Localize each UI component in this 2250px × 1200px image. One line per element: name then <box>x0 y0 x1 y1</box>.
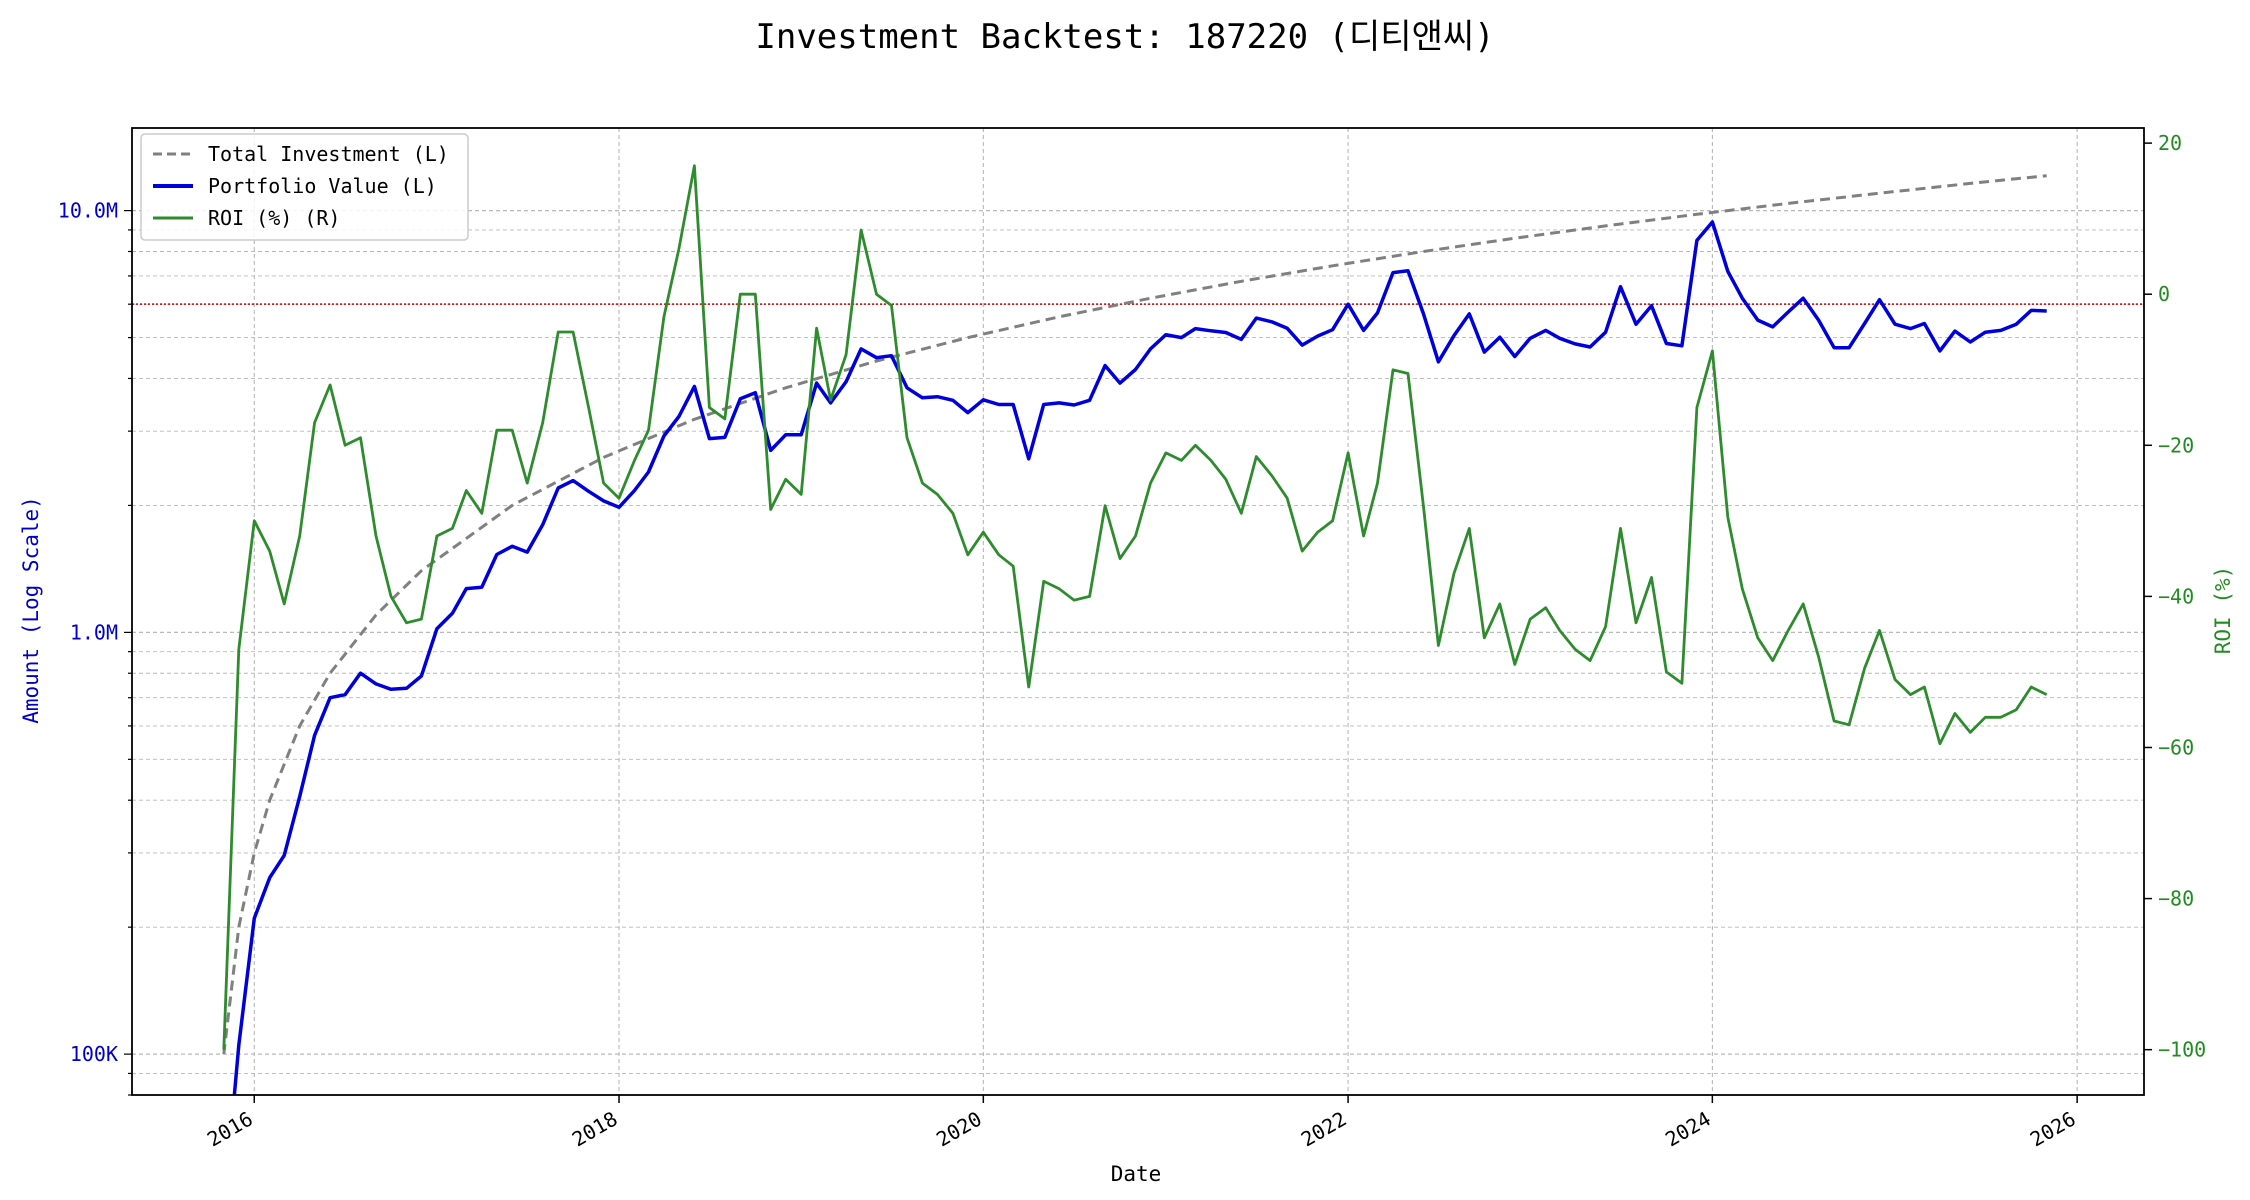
legend-label-roi: ROI (%) (R) <box>208 206 340 230</box>
legend-label-investment: Total Investment (L) <box>208 142 449 166</box>
y-right-tick-label: 0 <box>2158 282 2170 306</box>
chart-title: Investment Backtest: 187220 (디티앤씨) <box>755 17 1494 57</box>
y-left-tick-label: 1.0M <box>70 620 118 644</box>
series-lines <box>222 164 2048 1095</box>
axes <box>124 127 2152 1103</box>
grid-lines <box>132 128 2144 1096</box>
plot-frame <box>131 127 2145 1096</box>
y-right-tick-label: −60 <box>2158 735 2194 759</box>
y-left-tick-label: 100K <box>70 1042 118 1066</box>
series-line-roi <box>222 164 2048 1050</box>
y-axis-label-right: ROI (%) <box>2211 566 2235 655</box>
y-right-tick-label: −20 <box>2158 433 2194 457</box>
legend: Total Investment (L) Portfolio Value (L)… <box>140 133 469 241</box>
y-right-tick-label: −80 <box>2158 887 2194 911</box>
series-line-total-investment <box>222 174 2047 1055</box>
x-axis-label: Date <box>1111 1162 1162 1186</box>
y-right-tick-label: 20 <box>2158 131 2182 155</box>
legend-label-portfolio: Portfolio Value (L) <box>208 174 437 198</box>
legend-box <box>140 133 469 241</box>
y-left-tick-label: 10.0M <box>58 199 118 223</box>
y-axis-label-left: Amount (Log Scale) <box>19 496 43 724</box>
y-right-tick-label: −40 <box>2158 584 2194 608</box>
y-right-tick-label: −100 <box>2158 1038 2206 1062</box>
series-line-portfolio-value <box>232 220 2047 1095</box>
